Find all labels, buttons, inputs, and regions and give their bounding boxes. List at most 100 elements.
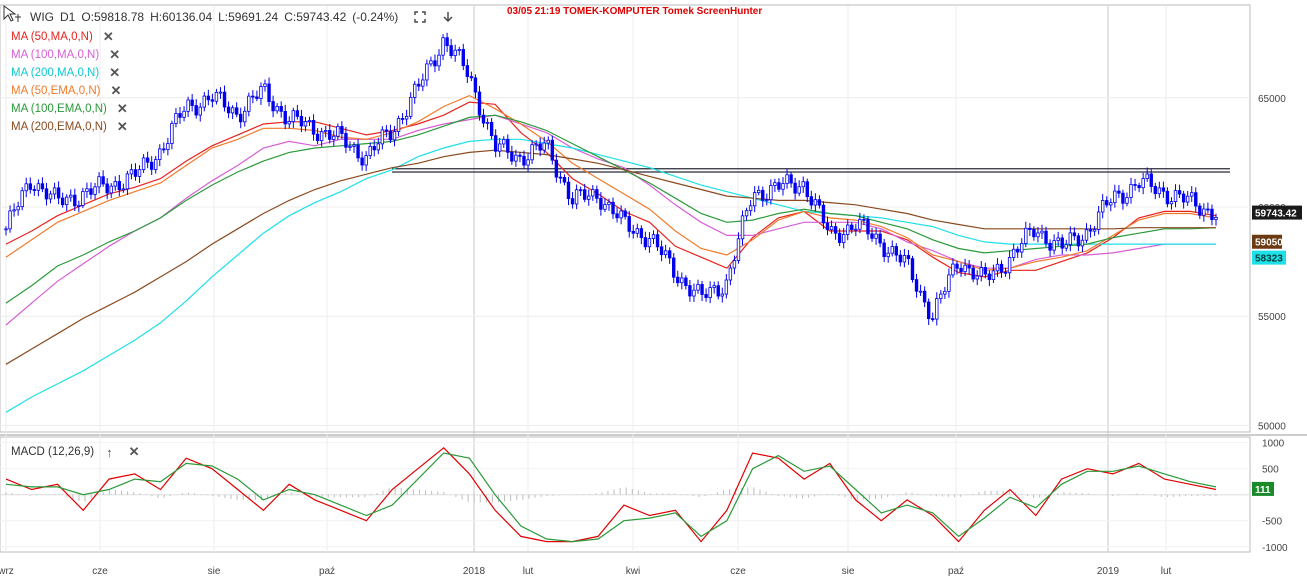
candle-body <box>194 105 198 116</box>
candle-body <box>477 91 482 116</box>
x-tick-label: kwi <box>626 566 640 577</box>
legend-ma50[interactable]: MA (50,MA,0,N) ✕ <box>11 28 128 46</box>
candle-body <box>433 60 437 67</box>
candle <box>797 180 801 197</box>
candle-body <box>510 151 514 162</box>
candle-body <box>461 49 465 67</box>
legend-label: MA (50,EMA,0,N) <box>11 85 101 97</box>
candle-body <box>40 183 45 190</box>
candle <box>623 208 627 220</box>
candle-body <box>708 287 712 298</box>
candle-body <box>1133 184 1137 186</box>
candle <box>267 77 271 107</box>
close-icon[interactable]: ✕ <box>116 101 128 116</box>
legend-ema50[interactable]: MA (50,EMA,0,N) ✕ <box>11 82 128 100</box>
candle <box>1076 233 1081 252</box>
candle <box>874 227 878 245</box>
candle-body <box>174 113 178 124</box>
candle <box>457 46 461 56</box>
candle-body <box>1036 232 1040 238</box>
candle <box>558 171 563 184</box>
candle-body <box>65 196 69 206</box>
candle-body <box>688 285 692 297</box>
candle-body <box>607 201 611 205</box>
candle-body <box>117 181 122 191</box>
candle <box>36 179 41 197</box>
candle <box>712 281 716 294</box>
legend-ma100[interactable]: MA (100,MA,0,N) ✕ <box>11 46 128 64</box>
candle <box>910 255 915 283</box>
candle-body <box>392 131 397 141</box>
candle <box>542 136 546 154</box>
candle <box>566 176 571 206</box>
fullscreen-icon[interactable] <box>412 9 428 25</box>
candle-body <box>457 49 461 51</box>
candle <box>311 114 316 141</box>
candle-body <box>858 218 862 230</box>
candle <box>498 138 502 157</box>
candle-body <box>1052 240 1056 251</box>
ma-line <box>5 149 1216 365</box>
candle <box>178 106 182 124</box>
candle <box>275 103 279 114</box>
candle <box>922 286 927 308</box>
arrow-up-icon[interactable]: ↑ <box>106 444 113 460</box>
candle <box>882 238 886 263</box>
close-icon[interactable]: ✕ <box>116 119 128 134</box>
candle-body <box>133 169 138 177</box>
candle-body <box>995 263 1000 272</box>
candle-body <box>1157 187 1162 195</box>
candle-body <box>1173 190 1178 202</box>
candle <box>230 105 235 120</box>
candle-body <box>582 189 587 200</box>
candle <box>1080 234 1085 253</box>
close-icon[interactable]: ✕ <box>109 65 121 80</box>
candle-body <box>894 246 899 256</box>
candle <box>777 178 781 193</box>
legend-ema100[interactable]: MA (100,EMA,0,N) ✕ <box>11 100 128 118</box>
candle <box>825 216 830 236</box>
close-icon[interactable]: ✕ <box>128 444 140 459</box>
candle-body <box>267 83 271 102</box>
candle-body <box>69 194 73 198</box>
candle-body <box>332 135 336 140</box>
candle-body <box>570 198 575 205</box>
candle <box>582 183 587 203</box>
axes: wrz cze sie paź 2018 lut kwi cze sie paź 2019 lut 50… <box>0 94 1288 577</box>
close-icon[interactable]: ✕ <box>109 47 121 62</box>
candle-body <box>319 131 324 142</box>
candle <box>724 274 729 299</box>
candle-body <box>360 157 364 166</box>
legend-ma200[interactable]: MA (200,MA,0,N) ✕ <box>11 64 128 82</box>
candle <box>526 153 530 172</box>
candle <box>716 281 720 300</box>
candle-body <box>396 118 401 133</box>
candle-body <box>918 290 923 293</box>
chevron-down-icon[interactable] <box>440 9 456 25</box>
candle-body <box>234 107 239 115</box>
candle-body <box>538 143 542 151</box>
close-icon[interactable]: ✕ <box>110 83 122 98</box>
candle-body <box>129 169 134 175</box>
crosshair-cursor-icon[interactable] <box>2 4 22 24</box>
candle <box>1068 226 1073 252</box>
candle <box>680 272 684 290</box>
candle <box>659 240 664 262</box>
candle <box>574 184 579 210</box>
legend-ema200[interactable]: MA (200,EMA,0,N) ✕ <box>11 118 128 136</box>
candle-body <box>1056 237 1060 242</box>
candle-body <box>773 182 777 186</box>
candle <box>757 185 761 196</box>
candle <box>425 59 429 87</box>
close-icon[interactable]: ✕ <box>102 29 114 44</box>
candle-body <box>522 155 526 166</box>
candle-body <box>959 267 963 272</box>
candle <box>60 192 65 208</box>
candle-body <box>813 199 818 206</box>
support-lines[interactable] <box>392 168 1230 173</box>
candle <box>1020 238 1024 258</box>
candle-body <box>1145 173 1149 179</box>
candle-body <box>28 183 32 190</box>
y-tick-label: 50000 <box>1258 421 1286 432</box>
